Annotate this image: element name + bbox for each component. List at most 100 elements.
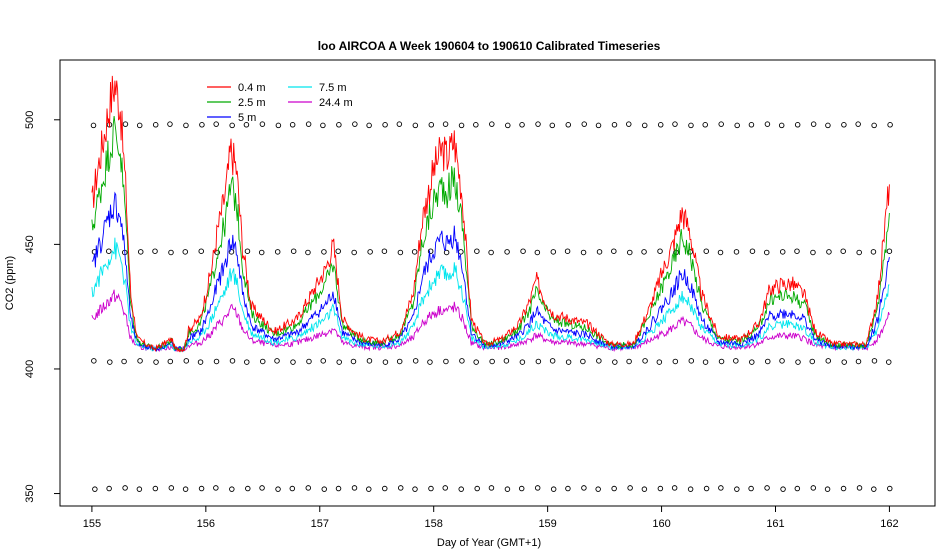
reference-marker xyxy=(488,249,494,256)
reference-marker xyxy=(565,122,572,128)
y-tick-label: 350 xyxy=(24,484,36,502)
reference-marker xyxy=(733,358,739,364)
reference-marker xyxy=(611,122,618,128)
reference-marker xyxy=(656,359,663,365)
reference-marker xyxy=(717,249,724,256)
reference-marker xyxy=(244,248,251,254)
reference-marker xyxy=(841,359,847,365)
x-tick-label: 155 xyxy=(83,518,101,530)
reference-marker xyxy=(412,358,419,364)
reference-marker xyxy=(504,486,511,492)
reference-marker xyxy=(106,248,112,254)
reference-marker xyxy=(641,249,647,255)
reference-marker xyxy=(229,358,236,364)
x-tick-label: 158 xyxy=(425,518,443,530)
reference-marker xyxy=(627,249,633,256)
reference-marker xyxy=(167,358,174,365)
reference-marker xyxy=(305,485,312,491)
reference-marker xyxy=(795,359,801,365)
reference-marker xyxy=(229,122,235,129)
reference-marker xyxy=(733,249,740,255)
reference-marker xyxy=(534,485,541,491)
reference-marker xyxy=(290,359,296,365)
reference-marker xyxy=(107,359,113,365)
reference-marker xyxy=(412,486,418,492)
reference-marker xyxy=(611,248,617,254)
reference-marker xyxy=(871,358,878,364)
reference-marker xyxy=(595,122,602,129)
reference-marker xyxy=(243,122,250,128)
reference-marker xyxy=(428,485,434,492)
x-axis-label: Day of Year (GMT+1) xyxy=(437,537,541,549)
reference-marker xyxy=(688,122,694,129)
reference-marker xyxy=(92,486,98,492)
reference-marker xyxy=(856,485,863,491)
series-line xyxy=(91,191,890,353)
reference-marker xyxy=(458,486,464,492)
reference-marker xyxy=(335,248,341,254)
reference-marker xyxy=(381,248,388,254)
reference-marker xyxy=(473,359,479,365)
reference-marker xyxy=(152,485,159,492)
legend-label: 5 m xyxy=(238,112,256,124)
reference-marker xyxy=(442,485,448,491)
reference-marker xyxy=(535,358,542,365)
reference-marker xyxy=(611,485,617,492)
reference-marker xyxy=(182,486,189,492)
reference-marker xyxy=(810,121,817,127)
reference-marker xyxy=(581,121,587,127)
reference-marker xyxy=(336,359,342,365)
reference-marker xyxy=(703,485,710,492)
reference-marker xyxy=(458,122,465,129)
x-tick-label: 159 xyxy=(538,518,556,530)
reference-marker xyxy=(90,122,97,129)
reference-marker xyxy=(503,358,510,364)
x-tick-label: 162 xyxy=(880,518,898,530)
reference-marker xyxy=(443,358,449,365)
reference-marker xyxy=(734,122,740,129)
reference-marker xyxy=(152,248,158,254)
reference-marker xyxy=(564,248,571,254)
reference-marker xyxy=(136,486,143,492)
reference-marker xyxy=(595,486,601,492)
reference-marker xyxy=(397,485,404,491)
reference-marker xyxy=(519,122,525,128)
reference-marker xyxy=(427,248,434,254)
reference-marker xyxy=(321,486,328,492)
reference-marker xyxy=(810,485,817,491)
reference-marker xyxy=(764,121,771,127)
plot-frame xyxy=(59,59,936,507)
reference-marker xyxy=(580,249,587,256)
reference-marker xyxy=(137,358,143,364)
reference-marker xyxy=(581,485,587,491)
reference-marker xyxy=(258,249,265,256)
reference-marker xyxy=(366,358,373,364)
reference-marker xyxy=(672,121,678,127)
reference-marker xyxy=(473,122,479,128)
reference-marker xyxy=(396,358,403,365)
reference-marker xyxy=(565,485,571,492)
reference-marker xyxy=(596,358,602,364)
reference-marker xyxy=(580,358,586,365)
reference-marker xyxy=(886,248,893,254)
reference-marker xyxy=(366,486,372,492)
reference-marker xyxy=(382,359,389,365)
reference-marker xyxy=(550,249,557,255)
reference-marker xyxy=(779,358,785,364)
reference-marker xyxy=(197,359,204,365)
series-line xyxy=(91,237,890,353)
reference-marker xyxy=(335,485,342,492)
reference-marker xyxy=(627,485,633,491)
reference-marker xyxy=(229,486,235,492)
reference-marker xyxy=(748,485,754,492)
reference-marker xyxy=(505,122,511,129)
reference-marker xyxy=(824,486,831,492)
reference-marker xyxy=(153,359,159,365)
reference-marker xyxy=(320,122,326,129)
reference-marker xyxy=(443,249,450,256)
reference-marker xyxy=(213,358,220,365)
reference-marker xyxy=(259,358,266,365)
reference-marker xyxy=(519,359,526,365)
y-tick-label: 400 xyxy=(24,360,36,378)
